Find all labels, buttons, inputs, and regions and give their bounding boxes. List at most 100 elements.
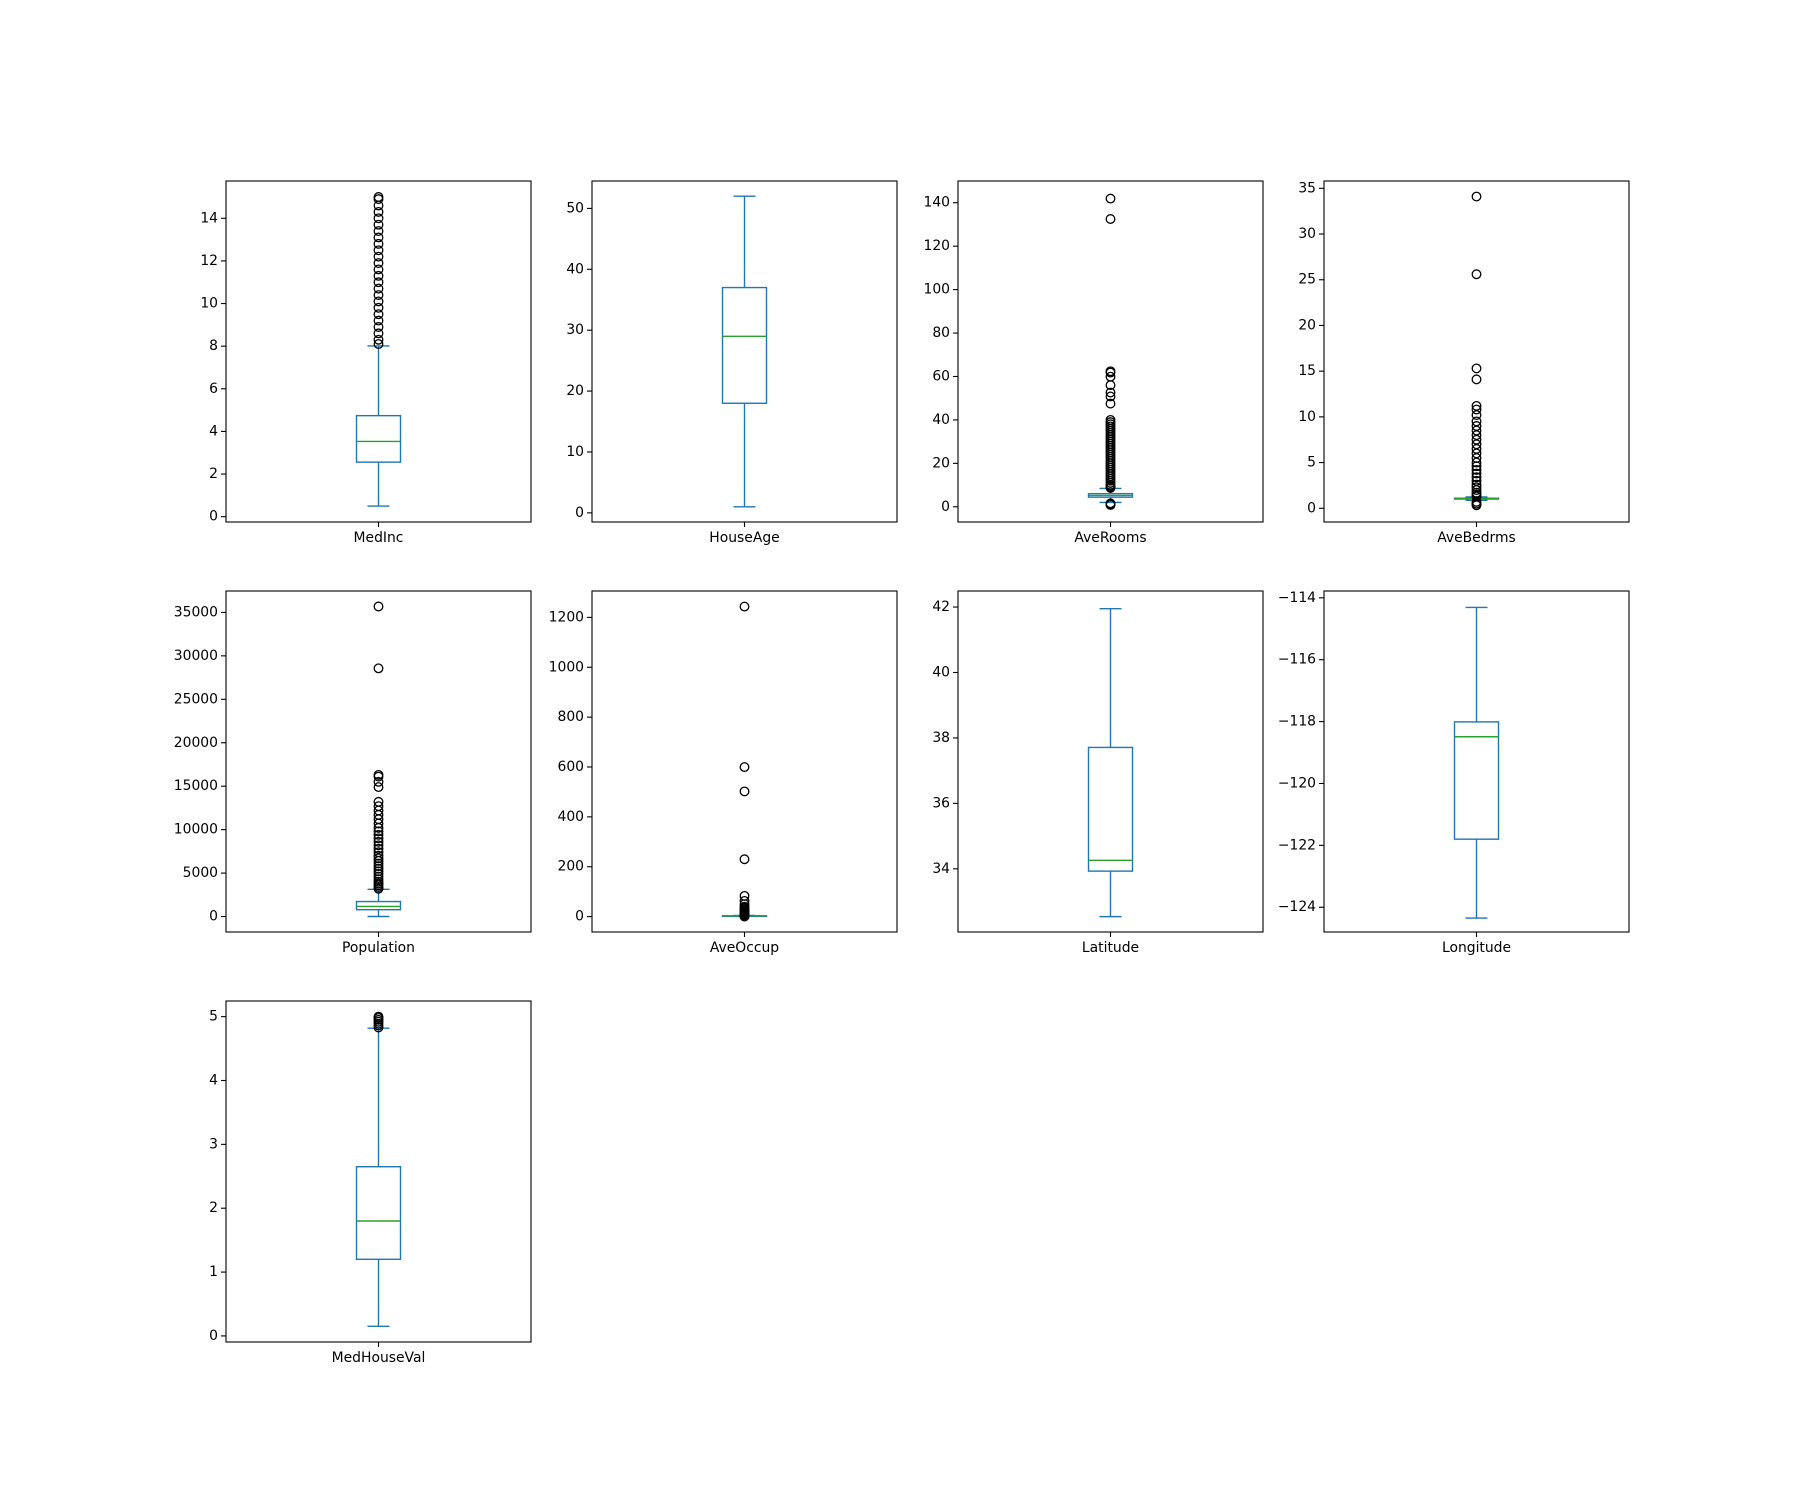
box-iqr — [355, 414, 402, 463]
outlier-point — [373, 245, 384, 256]
outlier-point — [373, 232, 384, 243]
y-tick-label: 35000 — [174, 604, 218, 620]
outlier-point — [373, 829, 384, 840]
x-tick-label: MedHouseVal — [332, 1350, 426, 1366]
y-tick-label: 0 — [941, 499, 950, 515]
y-tick-label: 20 — [932, 455, 950, 471]
outlier-point — [373, 871, 384, 882]
outlier-point — [373, 782, 384, 793]
outlier-point — [373, 270, 384, 281]
y-tick-label: 12 — [200, 253, 218, 269]
y-tick-label: 0 — [575, 909, 584, 925]
y-tick-label: −120 — [1278, 775, 1316, 791]
outlier-point — [373, 826, 384, 837]
outlier-point — [739, 601, 750, 612]
y-tick-label: −116 — [1278, 652, 1316, 668]
outlier-point — [373, 296, 384, 307]
outlier-point — [373, 302, 384, 313]
y-tick-label: 2 — [209, 1200, 218, 1216]
y-tick-label: 800 — [557, 709, 584, 725]
outlier-point — [1471, 472, 1482, 483]
outlier-point — [1471, 475, 1482, 486]
outlier-point — [1471, 482, 1482, 493]
y-tick-label: 35 — [1298, 180, 1316, 196]
y-tick-label: 2 — [209, 466, 218, 482]
y-tick-label: 10000 — [174, 822, 218, 838]
outlier-point — [373, 861, 384, 872]
outlier-point — [373, 847, 384, 858]
y-tick-label: −124 — [1278, 899, 1316, 915]
y-tick-label: 42 — [932, 599, 950, 615]
y-tick-label: 60 — [932, 368, 950, 384]
outlier-point — [373, 863, 384, 874]
outlier-point — [1105, 398, 1116, 409]
box-iqr — [355, 1166, 402, 1261]
outlier-point — [1105, 193, 1116, 204]
y-tick-label: 10 — [566, 444, 584, 460]
outlier-point — [373, 328, 384, 339]
x-tick-label: Longitude — [1442, 940, 1511, 956]
x-tick-label: Latitude — [1082, 940, 1139, 956]
outlier-point — [1471, 363, 1482, 374]
outlier-point — [373, 206, 384, 217]
y-tick-label: 200 — [557, 859, 584, 875]
outlier-point — [373, 322, 384, 332]
y-tick-label: 20 — [566, 383, 584, 399]
outlier-point — [1471, 464, 1482, 475]
outlier-point — [373, 853, 384, 864]
outlier-point — [739, 890, 750, 901]
outlier-point — [373, 796, 384, 807]
outlier-point — [373, 876, 384, 887]
outlier-point — [373, 1011, 384, 1022]
y-tick-label: 34 — [932, 861, 950, 877]
y-tick-label: 36 — [932, 795, 950, 811]
y-tick-label: 4 — [209, 423, 218, 439]
outlier-point — [373, 192, 384, 202]
outlier-point — [1105, 498, 1116, 509]
outlier-point — [739, 854, 750, 865]
y-tick-label: 3 — [209, 1136, 218, 1152]
x-tick-label: AveOccup — [710, 940, 779, 956]
y-tick-label: 1200 — [549, 609, 584, 625]
outlier-point — [373, 833, 384, 844]
y-tick-label: 8 — [209, 338, 218, 354]
outlier-point — [373, 843, 384, 854]
outlier-point — [373, 290, 384, 300]
outlier-point — [373, 213, 384, 224]
y-tick-label: 5 — [1307, 455, 1316, 471]
y-tick-label: 0 — [209, 909, 218, 925]
y-tick-label: −118 — [1278, 714, 1316, 730]
outlier-point — [739, 762, 750, 773]
outlier-point — [373, 258, 384, 269]
outlier-point — [373, 283, 384, 294]
y-tick-label: 0 — [209, 509, 218, 525]
y-tick-label: 1000 — [549, 659, 584, 675]
outlier-point — [373, 866, 384, 877]
y-tick-label: 100 — [923, 282, 950, 298]
y-tick-label: 15 — [1298, 363, 1316, 379]
outlier-point — [373, 219, 384, 230]
y-tick-label: 1 — [209, 1264, 218, 1280]
outlier-point — [373, 850, 384, 861]
y-tick-label: 30 — [566, 322, 584, 338]
outlier-point — [373, 858, 384, 869]
outlier-point — [1471, 479, 1482, 490]
outlier-point — [739, 895, 750, 906]
box-iqr — [355, 900, 402, 911]
outlier-point — [373, 663, 384, 674]
outlier-point — [373, 776, 384, 787]
outlier-point — [739, 786, 750, 797]
outlier-point — [373, 309, 384, 320]
outlier-point — [1471, 468, 1482, 479]
outlier-point — [1105, 371, 1116, 382]
y-tick-label: −122 — [1278, 837, 1316, 853]
outlier-point — [373, 836, 384, 847]
outlier-point — [373, 801, 384, 812]
x-tick-label: HouseAge — [709, 530, 779, 546]
y-tick-label: 30 — [1298, 226, 1316, 242]
y-tick-label: 40 — [932, 664, 950, 680]
y-tick-label: 50 — [566, 200, 584, 216]
y-tick-label: 14 — [200, 210, 218, 226]
